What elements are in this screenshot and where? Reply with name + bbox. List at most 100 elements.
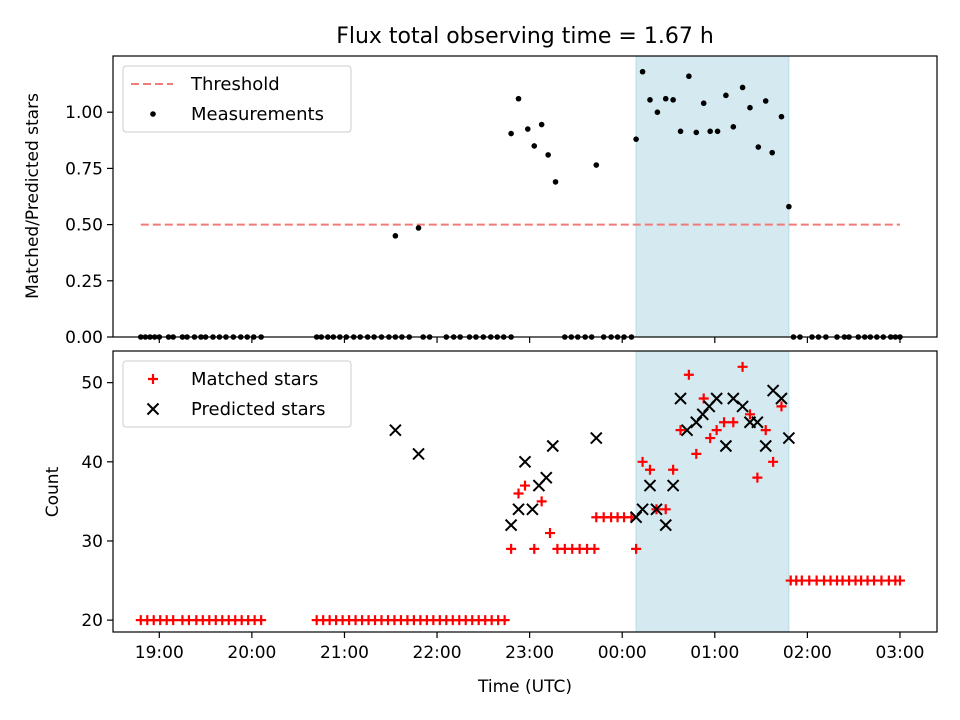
y-tick-label: 50 xyxy=(81,374,103,394)
matched-star-point xyxy=(752,472,763,483)
measurement-point xyxy=(552,179,559,185)
matched-star-point xyxy=(589,543,600,554)
y-tick-label: 30 xyxy=(81,532,103,552)
measurement-point xyxy=(662,95,669,102)
axes-frame xyxy=(112,55,938,338)
chart-title: Flux total observing time = 1.67 h xyxy=(336,24,714,49)
measurement-point xyxy=(392,233,399,239)
legend: Threshold Measurements xyxy=(122,65,352,133)
measurement-point xyxy=(515,95,522,102)
predicted-star-point xyxy=(504,518,518,532)
measurement-point xyxy=(415,225,422,231)
x-tick-label: 03:00 xyxy=(875,643,924,663)
measurement-point xyxy=(686,73,692,80)
predicted-star-point xyxy=(512,503,525,516)
predicted-star-point xyxy=(710,392,723,405)
predicted-star-point xyxy=(636,503,649,516)
matched-star-point xyxy=(760,425,771,436)
legend-measurement-swatch xyxy=(150,111,156,117)
matched-star-point xyxy=(776,401,787,412)
predicted-star-point xyxy=(690,416,703,429)
predicted-star-point xyxy=(526,503,539,516)
measurement-point xyxy=(714,128,721,135)
matched-star-point xyxy=(637,456,648,467)
predicted-star-point xyxy=(650,503,663,516)
predicted-star-point xyxy=(719,439,733,453)
predicted-star-point xyxy=(546,439,559,453)
predicted-star-point xyxy=(590,431,603,445)
matched-star-point xyxy=(631,543,642,554)
measurement-point xyxy=(747,104,753,111)
measurement-point xyxy=(730,124,737,130)
matched-star-point xyxy=(711,425,722,436)
x-tick-label: 23:00 xyxy=(505,643,554,663)
predicted-star-point xyxy=(389,423,402,437)
matched-star-point xyxy=(737,361,748,372)
matched-star-point xyxy=(894,575,905,586)
x-tick-label: 21:00 xyxy=(320,643,369,663)
measurement-point xyxy=(545,152,551,158)
matched-star-point xyxy=(768,456,779,467)
predicted-star-point xyxy=(540,471,553,484)
predicted-star-point xyxy=(659,518,672,532)
y-tick-label: 0.25 xyxy=(65,272,103,292)
matched-star-point xyxy=(536,496,547,507)
bottom-panel-counts: 20 30 40 50 19:00 20:00 21:00 22:00 23:00 00:00 01… xyxy=(81,350,938,663)
measurement-point xyxy=(508,130,514,137)
predicted-star-point xyxy=(643,479,657,492)
observing-time-span xyxy=(635,350,790,633)
predicted-star-point xyxy=(674,392,687,405)
matched-star-point xyxy=(520,480,530,491)
matched-star-point xyxy=(506,543,517,554)
matched-star-point xyxy=(644,464,655,475)
top-panel-matched-ratio: 0.00 0.25 0.50 0.75 1.00 Threshold Measurement… xyxy=(65,55,938,348)
legend-label: Measurements xyxy=(191,104,324,125)
matched-star-point xyxy=(728,417,739,428)
x-tick-label: 00:00 xyxy=(598,643,647,663)
measurement-point xyxy=(769,149,775,156)
legend-box xyxy=(122,360,352,428)
predicted-star-point xyxy=(518,455,532,469)
matched-star-point xyxy=(744,409,755,420)
measurement-point xyxy=(633,136,639,142)
x-tick-label: 01:00 xyxy=(690,643,739,663)
y-tick-label: 20 xyxy=(81,611,103,631)
y-tick-label: 0.50 xyxy=(65,216,103,236)
bottom-y-axis-label: Count xyxy=(43,466,63,517)
matched-star-point xyxy=(544,528,555,539)
matched-star-point xyxy=(668,464,679,475)
predicted-star-point xyxy=(736,400,749,413)
measurement-point xyxy=(531,143,538,149)
legend-label: Matched stars xyxy=(191,369,318,390)
measurement-point xyxy=(762,98,769,104)
predicted-star-point xyxy=(775,392,788,405)
matched-star-point xyxy=(705,433,716,444)
y-tick-label: 40 xyxy=(81,453,103,473)
legend-label: Predicted stars xyxy=(191,399,325,420)
predicted-star-point xyxy=(751,416,764,429)
x-tick-label: 22:00 xyxy=(413,643,462,663)
measurement-point xyxy=(670,97,676,103)
y-tick-label: 0.75 xyxy=(65,159,103,179)
measurement-point xyxy=(593,162,600,168)
measurement-point xyxy=(707,128,713,135)
measurement-point xyxy=(786,203,792,210)
measurement-point xyxy=(538,121,545,128)
matched-star-point xyxy=(256,615,267,626)
observing-time-span xyxy=(635,55,790,338)
measurement-point xyxy=(723,92,729,99)
predicted-star-point xyxy=(629,511,643,524)
measurement-point xyxy=(647,97,653,103)
matched-star-point xyxy=(683,369,694,380)
matched-star-point xyxy=(691,448,702,459)
measurement-point xyxy=(677,128,684,135)
matched-star-point xyxy=(499,615,510,626)
measurement-point xyxy=(778,113,785,120)
measurement-point xyxy=(693,129,700,136)
legend-predicted-swatch xyxy=(146,402,160,416)
measurement-point xyxy=(755,144,762,150)
legend-label: Threshold xyxy=(190,74,280,95)
matched-star-point xyxy=(675,425,686,436)
x-axis-label: Time (UTC) xyxy=(477,677,572,697)
